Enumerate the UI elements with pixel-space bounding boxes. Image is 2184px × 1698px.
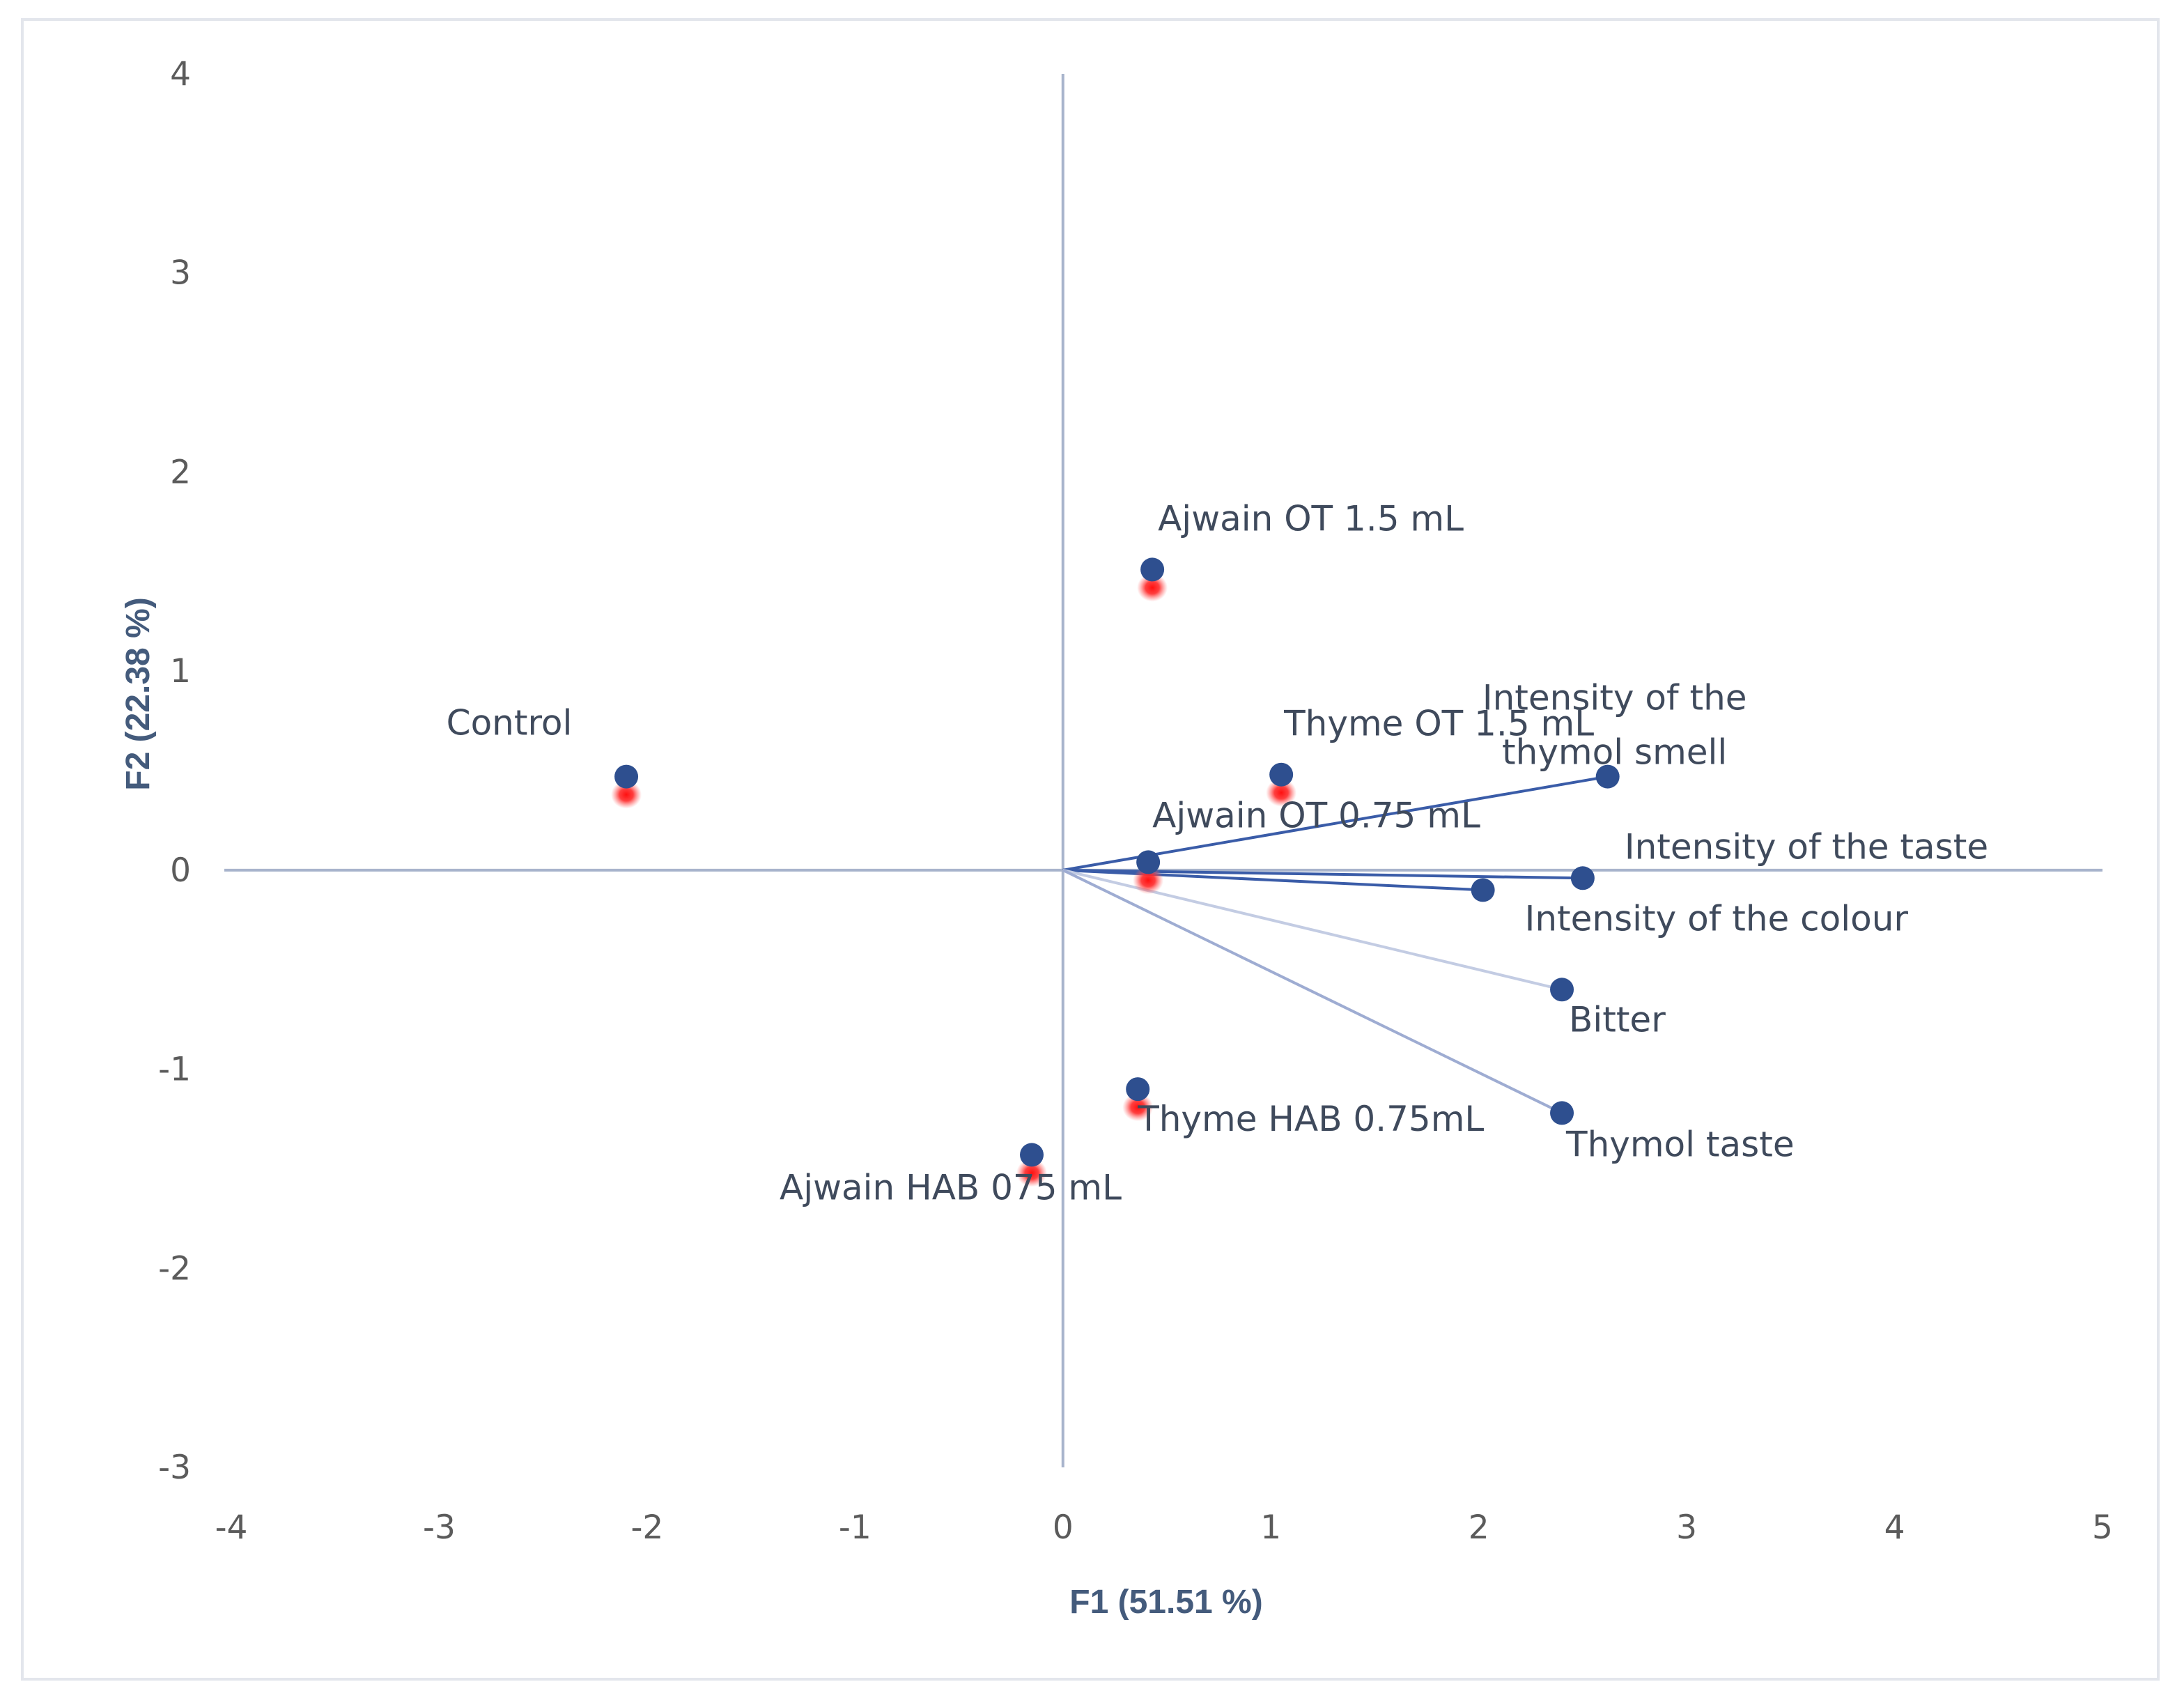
observation-label: Ajwain OT 1.5 mL <box>1158 498 1464 539</box>
x-tick-label: -3 <box>423 1508 456 1547</box>
observation-highlight <box>1133 866 1164 895</box>
chart-frame: -4 -3 -2 -1 0 1 2 3 4 5 -3 -2 -1 0 1 2 3 4 F1 (51.51 %) F2 … <box>21 18 2160 1681</box>
variable-point <box>1550 1101 1574 1125</box>
variable-point <box>1471 878 1495 902</box>
y-tick-label: -1 <box>158 1051 191 1089</box>
y-tick-label: -2 <box>158 1249 191 1288</box>
variable-label: Bitter <box>1569 999 1666 1040</box>
x-tick-label: 4 <box>1884 1508 1905 1547</box>
variable-point <box>1595 764 1620 789</box>
observation-label: Ajwain HAB 075 mL <box>780 1167 1122 1207</box>
y-tick-label: 4 <box>170 55 191 93</box>
variable-label: Intensity of the colour <box>1525 898 1909 939</box>
observation-point <box>1126 1077 1150 1102</box>
y-tick-label: 1 <box>170 652 191 690</box>
observation-highlight <box>1016 1159 1048 1187</box>
variable-vector <box>1062 869 1563 1115</box>
x-tick-label: 1 <box>1260 1508 1281 1547</box>
x-tick-label: 2 <box>1469 1508 1489 1547</box>
y-tick-label: 3 <box>170 254 191 293</box>
x-axis-title: F1 (51.51 %) <box>1069 1584 1262 1621</box>
y-tick-label: 0 <box>170 851 191 890</box>
observation-label: Thyme OT 1.5 mL <box>1283 704 1594 744</box>
x-tick-label: 0 <box>1053 1508 1074 1547</box>
observation-point <box>1140 557 1165 582</box>
variable-vector <box>1062 868 1483 892</box>
observation-highlight <box>611 780 642 809</box>
observation-highlight <box>1122 1093 1154 1122</box>
observation-point <box>1020 1143 1044 1167</box>
x-tick-label: 5 <box>2092 1508 2113 1547</box>
observation-label: Thyme HAB 0.75mL <box>1137 1099 1484 1139</box>
observation-point <box>614 764 639 789</box>
y-axis-title: F2 (22.38 %) <box>120 597 157 790</box>
observation-label: Control <box>447 703 573 743</box>
observation-point <box>1136 850 1161 874</box>
x-tick-label: -4 <box>215 1508 248 1547</box>
variable-label: Intensity of the taste <box>1625 826 1988 867</box>
y-tick-label: 2 <box>170 453 191 491</box>
observation-highlight <box>1137 573 1168 602</box>
x-tick-label: -2 <box>630 1508 663 1547</box>
x-tick-label: 3 <box>1676 1508 1697 1547</box>
variable-point <box>1550 978 1574 1002</box>
observation-highlight <box>1266 778 1297 807</box>
variable-point <box>1570 866 1595 890</box>
variable-label: thymol smell <box>1502 732 1727 773</box>
y-tick-label: -3 <box>158 1449 191 1487</box>
variable-label: Thymol taste <box>1565 1124 1795 1164</box>
observation-point <box>1269 762 1294 787</box>
observation-label: Ajwain OT 0.75 mL <box>1152 795 1480 835</box>
variable-label: Intensity of the <box>1482 678 1747 718</box>
pca-biplot-chart: -4 -3 -2 -1 0 1 2 3 4 5 -3 -2 -1 0 1 2 3 4 F1 (51.51 %) F2 … <box>120 55 2113 1621</box>
x-tick-label: -1 <box>839 1508 872 1547</box>
